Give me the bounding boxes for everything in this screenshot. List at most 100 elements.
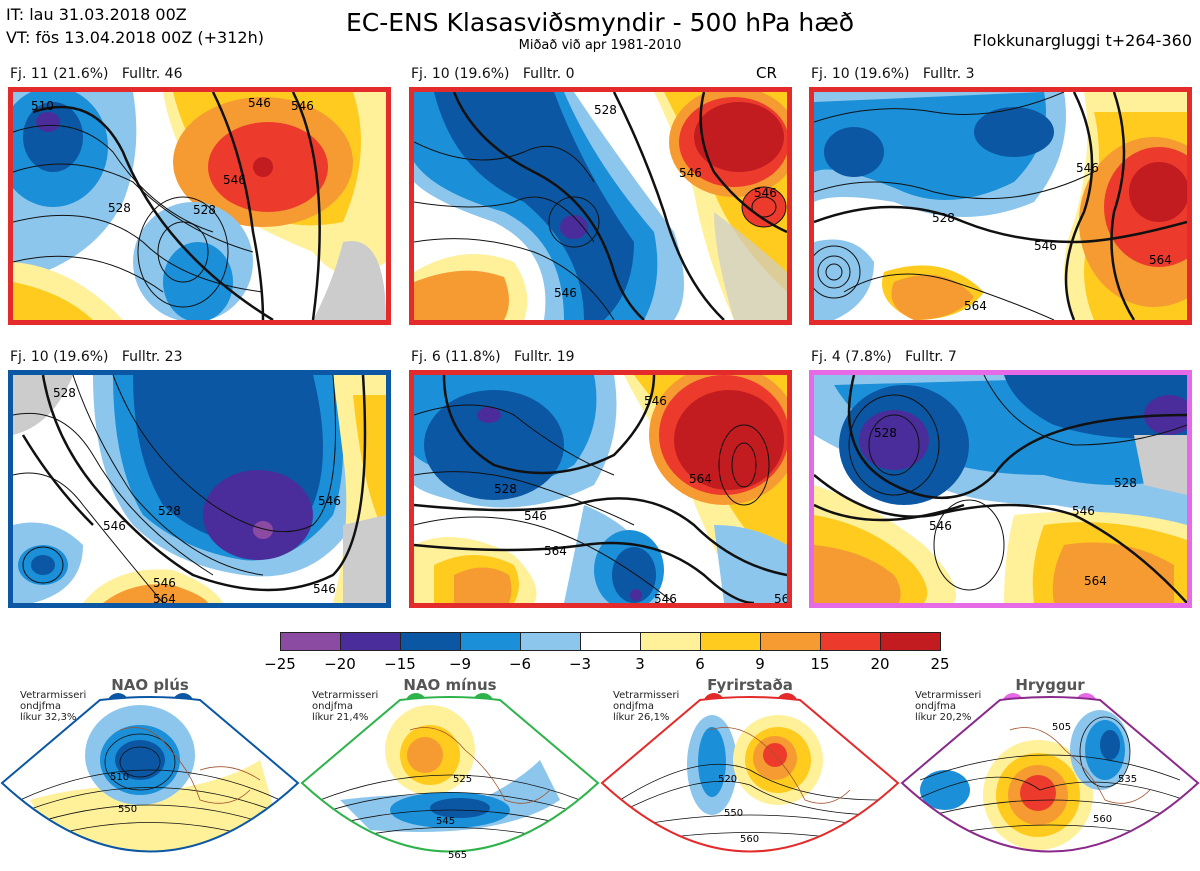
cluster-map-3: 528 546 546 564 564 <box>814 92 1187 320</box>
regime-1-map: 510 550 <box>0 696 300 853</box>
contour-label: 546 <box>318 494 341 508</box>
contour-label: 528 <box>932 211 955 225</box>
panel-3-cluster: Fj. 10 (19.6%) <box>811 66 910 82</box>
panel-5-representative: Fulltr. 19 <box>513 349 575 365</box>
panel-1-cluster: Fj. 11 (21.6%) <box>10 66 109 82</box>
contour-label: 546 <box>679 166 702 180</box>
colorbar-swatch <box>400 632 461 651</box>
valid-time: VT: fös 13.04.2018 00Z (+312h) <box>6 28 264 47</box>
panel-2-cluster: Fj. 10 (19.6%) <box>411 66 510 82</box>
regime-4-map: 505 535 560 <box>900 696 1200 853</box>
contour-label: 528 <box>874 426 897 440</box>
regime-2-title: NAO mínus <box>403 676 497 694</box>
cluster-map-panel-5: 546 528 564 546 564 546 564 <box>409 370 792 608</box>
panel-4-representative: Fulltr. 23 <box>121 349 183 365</box>
colorbar-swatch <box>520 632 581 651</box>
classification-window: Flokkunargluggi t+264-360 <box>973 31 1192 50</box>
colorbar-tick-label: −3 <box>568 655 592 673</box>
colorbar-swatch <box>760 632 821 651</box>
panel-1-representative: Fulltr. 46 <box>121 66 183 82</box>
regime-contour-label: 510 <box>110 772 129 783</box>
colorbar-tick-label: 20 <box>870 655 890 673</box>
regime-2-frame <box>300 696 600 853</box>
regime-contour-label: 560 <box>740 834 759 845</box>
regime-contour-label: 520 <box>718 774 737 785</box>
regime-contour-label: 550 <box>724 808 743 819</box>
panel-5-cluster: Fj. 6 (11.8%) <box>411 349 501 365</box>
cluster-map-panel-2: 528 546 546 546 <box>409 87 792 325</box>
regime-3-frame <box>600 696 900 853</box>
cluster-map-panel-4: 528 546 528 546 546 564 546 <box>8 370 391 608</box>
cluster-map-2: 528 546 546 546 <box>414 92 787 320</box>
contour-label: 528 <box>594 103 617 117</box>
panel-1-label: Fj. 11 (21.6%) Fulltr. 46 <box>10 66 183 82</box>
colorbar-swatch <box>340 632 401 651</box>
regime-contour-label: 565 <box>448 850 467 861</box>
regime-4-frame <box>900 696 1200 853</box>
panel-4-label: Fj. 10 (19.6%) Fulltr. 23 <box>10 349 183 365</box>
contour-label: 546 <box>1072 504 1095 518</box>
contour-label: 510 <box>31 99 54 113</box>
colorbar-swatch <box>880 632 941 651</box>
regime-contour-label: 545 <box>436 816 455 827</box>
contour-label: 546 <box>103 519 126 533</box>
regime-2-note: Vetrarmisseri ondjfma líkur 21,4% <box>312 690 379 723</box>
colorbar-tick-label: −6 <box>508 655 532 673</box>
contour-label: 546 <box>313 582 336 596</box>
contour-label: 564 <box>689 472 712 486</box>
regime-1-note: Vetrarmisseri ondjfma líkur 32,3% <box>20 690 87 723</box>
contour-label: 528 <box>158 504 181 518</box>
panel-6-label: Fj. 4 (7.8%) Fulltr. 7 <box>811 349 957 365</box>
regime-contour-label: 525 <box>453 774 472 785</box>
regime-2-map: 525 545 565 <box>300 696 600 861</box>
contour-label: 546 <box>654 592 677 603</box>
colorbar-swatch <box>820 632 881 651</box>
contour-label: 546 <box>524 509 547 523</box>
contour-label: 546 <box>754 186 777 200</box>
contour-label: 546 <box>291 99 314 113</box>
colorbar-tick-label: −25 <box>264 655 296 673</box>
colorbar-tick-label: 9 <box>755 655 765 673</box>
panel-6-cluster: Fj. 4 (7.8%) <box>811 349 892 365</box>
cluster-map-4: 528 546 528 546 546 564 546 <box>13 375 386 603</box>
regime-3-title: Fyrirstaða <box>707 676 793 694</box>
regime-contour-label: 560 <box>1093 814 1112 825</box>
regime-1-frame <box>0 696 300 853</box>
panel-2-representative: Fulltr. 0 <box>522 66 575 82</box>
contour-label: 528 <box>53 386 76 400</box>
contour-label: 546 <box>1076 161 1099 175</box>
contour-label: 564 <box>544 544 567 558</box>
cluster-map-panel-6: 528 528 546 564 546 <box>809 370 1192 608</box>
panel-3-label: Fj. 10 (19.6%) Fulltr. 3 <box>811 66 975 82</box>
contour-label: 546 <box>153 576 176 590</box>
colorbar-tick-label: −9 <box>448 655 472 673</box>
cluster-map-5: 546 528 564 546 564 546 564 <box>414 375 787 603</box>
contour-label: 564 <box>153 592 176 603</box>
contour-label: 528 <box>1114 476 1137 490</box>
cluster-map-1: 510 528 546 546 528 546 <box>13 92 386 320</box>
contour-label: 564 <box>1149 253 1172 267</box>
panel-4-cluster: Fj. 10 (19.6%) <box>10 349 109 365</box>
contour-label: 564 <box>774 592 787 603</box>
colorbar-swatch <box>580 632 641 651</box>
contour-label: 546 <box>554 286 577 300</box>
colorbar-swatch <box>280 632 341 651</box>
contour-label: 528 <box>494 482 517 496</box>
colorbar-tick-label: 6 <box>695 655 705 673</box>
regime-contour-label: 535 <box>1118 774 1137 785</box>
panel-3-representative: Fulltr. 3 <box>922 66 975 82</box>
page-title: EC-ENS Klasasviðsmyndir - 500 hPa hæð <box>345 8 855 37</box>
contour-label: 564 <box>964 299 987 313</box>
regime-contour-label: 505 <box>1052 722 1071 733</box>
colorbar-swatch <box>460 632 521 651</box>
contour-label: 528 <box>108 201 131 215</box>
regime-4-note: Vetrarmisseri ondjfma líkur 20,2% <box>915 690 982 723</box>
contour-label: 528 <box>193 203 216 217</box>
cluster-map-panel-1: 510 528 546 546 528 546 <box>8 87 391 325</box>
panel-2-cr-tag: CR <box>756 64 777 82</box>
contour-label: 546 <box>248 96 271 110</box>
cluster-map-panel-3: 528 546 546 564 564 <box>809 87 1192 325</box>
panel-5-label: Fj. 6 (11.8%) Fulltr. 19 <box>411 349 575 365</box>
colorbar-swatch <box>640 632 701 651</box>
regime-contour-label: 550 <box>118 804 137 815</box>
